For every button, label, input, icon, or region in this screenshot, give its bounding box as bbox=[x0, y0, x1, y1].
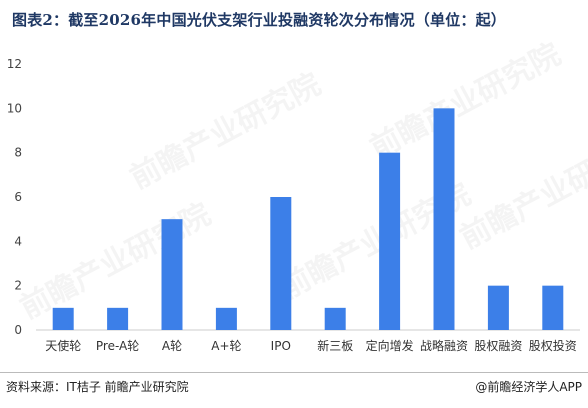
bar bbox=[270, 197, 292, 330]
bar bbox=[433, 108, 455, 330]
watermark-text: 前瞻产业研究院 bbox=[455, 127, 588, 256]
bar bbox=[52, 307, 74, 330]
y-tick-label: 10 bbox=[7, 101, 22, 115]
x-tick-label: 战略融资 bbox=[420, 338, 468, 353]
bar bbox=[107, 307, 129, 330]
chart-title: 图表2：截至2026年中国光伏支架行业投融资轮次分布情况（单位：起） bbox=[12, 11, 506, 29]
x-tick-label: 新三板 bbox=[317, 338, 353, 353]
bar bbox=[542, 285, 564, 330]
x-tick-label: IPO bbox=[271, 339, 291, 353]
y-axis: 0 2 4 6 8 10 12 bbox=[7, 57, 22, 337]
y-tick-label: 0 bbox=[14, 323, 22, 337]
x-axis: 天使轮 Pre-A轮 A轮 A+轮 IPO 新三板 定向增发 战略融资 股权融资 股权投资 bbox=[45, 338, 577, 353]
watermark-text: 前瞻产业研究院 bbox=[365, 37, 567, 166]
watermark-text: 前瞻产业研究院 bbox=[125, 67, 327, 196]
y-tick-label: 6 bbox=[14, 190, 22, 204]
bar bbox=[324, 307, 346, 330]
x-tick-label: 定向增发 bbox=[366, 338, 414, 353]
footer-divider bbox=[0, 372, 588, 373]
y-tick-label: 2 bbox=[14, 279, 22, 293]
x-tick-label: A轮 bbox=[162, 339, 182, 353]
bar bbox=[215, 307, 237, 330]
x-tick-label: 天使轮 bbox=[45, 338, 81, 353]
y-tick-label: 8 bbox=[14, 146, 22, 160]
x-tick-label: 股权融资 bbox=[474, 339, 522, 353]
bar bbox=[379, 152, 401, 330]
brand-credit: @前瞻经济学人APP bbox=[475, 380, 582, 394]
source-note: 资料来源：IT桔子 前瞻产业研究院 bbox=[6, 380, 189, 394]
x-tick-label: A+轮 bbox=[211, 339, 241, 353]
y-tick-label: 12 bbox=[7, 57, 22, 71]
bar bbox=[487, 285, 509, 330]
x-tick-label: Pre-A轮 bbox=[96, 339, 139, 353]
x-tick-label: 股权投资 bbox=[529, 338, 577, 353]
bar bbox=[161, 219, 183, 330]
y-tick-label: 4 bbox=[14, 234, 22, 248]
watermark-text: 前瞻产业研究院 bbox=[15, 197, 217, 326]
bar-series bbox=[52, 108, 564, 330]
